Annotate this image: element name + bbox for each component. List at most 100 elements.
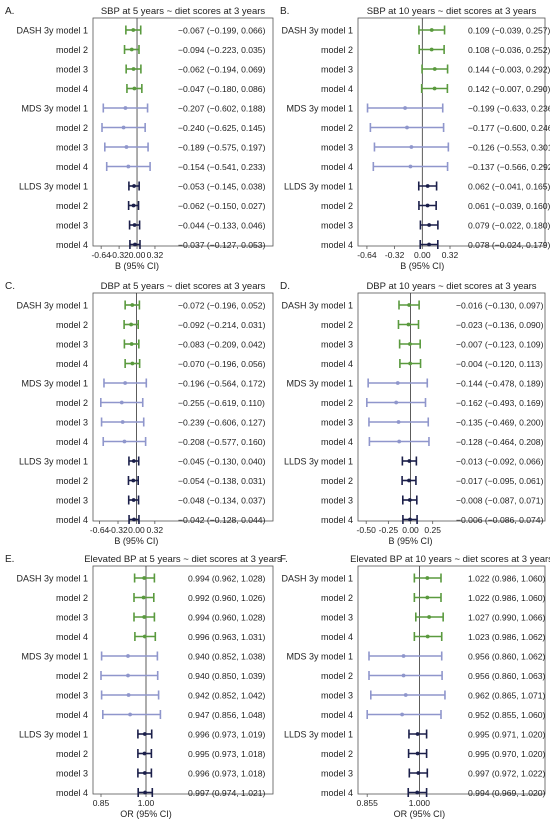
estimate-text: 0.996 (0.973, 1.019)	[188, 730, 266, 740]
point-estimate	[126, 164, 131, 169]
x-tick-label: -0.25	[379, 525, 399, 535]
row-label: model 2	[321, 123, 353, 133]
point-estimate	[129, 322, 134, 327]
row-label: LLDS 3y model 1	[284, 182, 353, 192]
panel-f: F. Elevated BP at 10 years ~ diet scores …	[280, 554, 550, 819]
panel-title: Elevated BP at 5 years ~ diet scores at …	[84, 554, 282, 565]
point-estimate	[131, 478, 136, 483]
row-label: model 2	[56, 320, 88, 330]
plot-frame	[92, 17, 274, 247]
panel-title: SBP at 5 years ~ diet scores at 3 years	[101, 6, 266, 17]
plot-frame	[357, 292, 546, 522]
x-tick-label: 0.32	[147, 250, 164, 260]
estimate-text: −0.126 (−0.553, 0.301)	[468, 143, 550, 153]
estimate-text: 0.997 (0.974, 1.021)	[188, 788, 266, 798]
estimate-text: −0.048 (−0.134, 0.037)	[178, 496, 266, 506]
x-axis-label: B (95% CI)	[389, 536, 433, 546]
point-estimate	[132, 517, 136, 522]
row-label: MDS 3y model 1	[21, 104, 88, 114]
estimate-text: −0.154 (−0.541, 0.233)	[178, 162, 266, 172]
point-estimate	[131, 28, 136, 32]
point-estimate	[427, 242, 431, 247]
x-tick-label: 0.00	[128, 525, 145, 535]
estimate-text: 0.995 (0.971, 1.020)	[468, 730, 546, 740]
estimate-text: 0.996 (0.963, 1.031)	[188, 632, 266, 642]
estimate-text: −0.053 (−0.145, 0.038)	[178, 182, 266, 192]
point-estimate	[142, 732, 147, 736]
point-estimate	[395, 381, 400, 385]
point-estimate	[129, 47, 134, 52]
point-estimate	[129, 342, 134, 346]
panel-title: Elevated BP at 10 years ~ diet scores at…	[350, 554, 550, 565]
estimate-text: −0.044 (−0.133, 0.046)	[178, 221, 266, 231]
estimate-text: 0.997 (0.972, 1.022)	[468, 769, 546, 779]
row-label: LLDS 3y model 1	[284, 457, 353, 467]
row-label: model 3	[56, 496, 88, 506]
point-estimate	[132, 86, 137, 91]
row-label: model 2	[321, 671, 353, 681]
estimate-text: −0.199 (−0.633, 0.236)	[468, 104, 550, 114]
row-label: model 4	[56, 84, 88, 94]
x-tick-label: -0.50	[357, 525, 377, 535]
x-axis-label: B (95% CI)	[115, 261, 159, 271]
estimate-text: 1.023 (0.986, 1.062)	[468, 632, 546, 642]
estimate-text: −0.023 (−0.136, 0.090)	[456, 320, 544, 330]
panel-b: B. SBP at 10 years ~ diet scores at 3 yea…	[280, 6, 550, 271]
row-label: model 4	[56, 788, 88, 798]
x-tick-label: 0.855	[357, 798, 379, 808]
estimate-text: 0.109 (−0.039, 0.257)	[468, 26, 550, 36]
row-label: DASH 3y model 1	[16, 574, 88, 584]
x-tick-label: 0.00	[402, 525, 419, 535]
estimate-text: −0.135 (−0.469, 0.200)	[456, 418, 544, 428]
row-label: MDS 3y model 1	[21, 652, 88, 662]
estimate-text: −0.007 (−0.123, 0.109)	[456, 340, 544, 350]
estimate-text: 0.994 (0.962, 1.028)	[188, 574, 266, 584]
x-tick-label: -0.64	[357, 250, 377, 260]
estimate-text: 1.027 (0.990, 1.066)	[468, 613, 546, 623]
row-label: model 2	[321, 476, 353, 486]
point-estimate	[401, 673, 406, 678]
row-label: model 2	[56, 45, 88, 55]
row-label: MDS 3y model 1	[286, 379, 353, 389]
panel-a: A. SBP at 5 years ~ diet scores at 3 year…	[5, 6, 274, 271]
point-estimate	[425, 595, 430, 600]
point-estimate	[123, 106, 128, 110]
panel-d: D. DBP at 10 years ~ diet scores at 3 yea…	[280, 281, 546, 546]
row-label: model 3	[56, 340, 88, 350]
estimate-text: −0.013 (−0.092, 0.066)	[456, 457, 544, 467]
point-estimate	[408, 517, 412, 522]
row-label: model 4	[321, 359, 353, 369]
point-estimate	[407, 478, 411, 483]
estimate-text: 0.995 (0.973, 1.018)	[188, 749, 266, 759]
estimate-text: −0.067 (−0.199, 0.066)	[178, 26, 266, 36]
point-estimate	[405, 125, 409, 130]
x-axis-label: B (95% CI)	[400, 261, 444, 271]
estimate-text: 0.079 (−0.022, 0.180)	[468, 221, 550, 231]
row-label: LLDS 3y model 1	[19, 457, 88, 467]
point-estimate	[397, 439, 402, 444]
point-estimate	[429, 47, 434, 52]
row-label: model 4	[56, 240, 88, 250]
row-label: DASH 3y model 1	[281, 301, 353, 311]
x-axis-label: OR (95% CI)	[394, 809, 446, 819]
x-tick-label: -0.32	[109, 250, 129, 260]
row-label: model 3	[56, 691, 88, 701]
estimate-text: 0.996 (0.973, 1.018)	[188, 769, 266, 779]
row-label: model 2	[321, 201, 353, 211]
row-label: model 2	[56, 749, 88, 759]
row-label: model 4	[321, 515, 353, 525]
estimate-text: 0.078 (−0.024, 0.179)	[468, 240, 550, 250]
panel-title: DBP at 10 years ~ diet scores at 3 years	[366, 281, 536, 292]
point-estimate	[396, 420, 401, 424]
x-tick-label: 1.000	[409, 798, 431, 808]
estimate-text: −0.094 (−0.223, 0.035)	[178, 45, 266, 55]
row-label: DASH 3y model 1	[16, 26, 88, 36]
point-estimate	[407, 459, 412, 463]
estimate-text: −0.070 (−0.196, 0.056)	[178, 359, 266, 369]
estimate-text: −0.255 (−0.619, 0.110)	[178, 398, 265, 408]
row-label: LLDS 3y model 1	[19, 182, 88, 192]
row-label: model 2	[321, 320, 353, 330]
row-label: DASH 3y model 1	[281, 574, 353, 584]
estimate-text: 0.952 (0.855, 1.060)	[468, 710, 546, 720]
point-estimate	[415, 790, 420, 795]
